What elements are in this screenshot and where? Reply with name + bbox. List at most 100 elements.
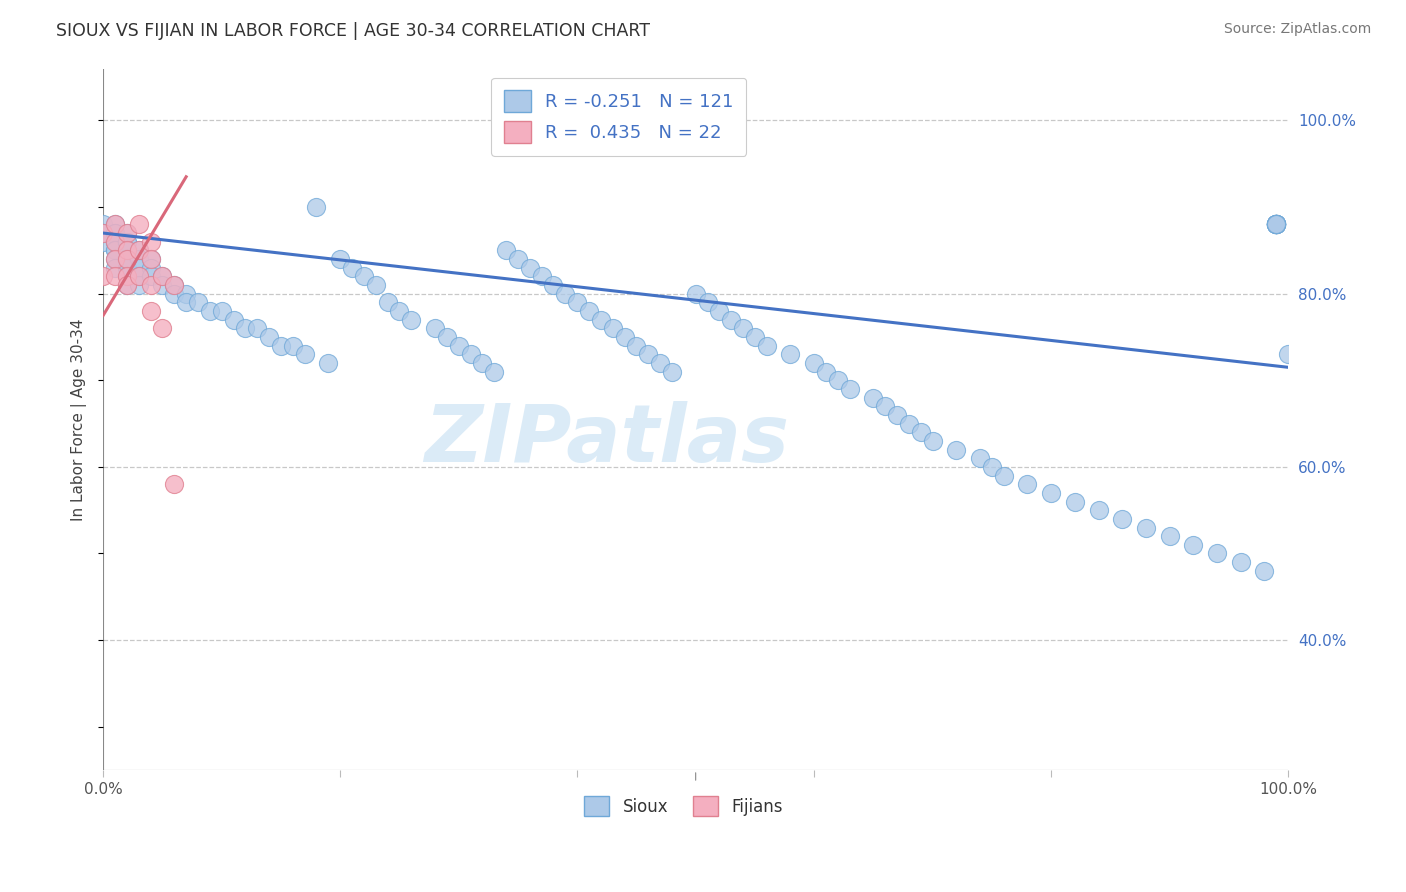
Point bbox=[814, 365, 837, 379]
Point bbox=[1159, 529, 1181, 543]
Point bbox=[104, 226, 127, 240]
Point bbox=[329, 252, 352, 266]
Point bbox=[174, 295, 197, 310]
Point bbox=[128, 244, 150, 258]
Point bbox=[1265, 218, 1288, 232]
Point bbox=[115, 252, 138, 266]
Point bbox=[115, 226, 138, 240]
Point bbox=[115, 252, 138, 266]
Point bbox=[139, 260, 162, 275]
Point bbox=[115, 269, 138, 284]
Point bbox=[115, 244, 138, 258]
Point bbox=[115, 252, 138, 266]
Point bbox=[1265, 218, 1288, 232]
Point bbox=[1087, 503, 1109, 517]
Point bbox=[187, 295, 209, 310]
Point bbox=[1265, 218, 1288, 232]
Point bbox=[91, 226, 114, 240]
Point bbox=[104, 260, 127, 275]
Point bbox=[1182, 538, 1205, 552]
Point bbox=[980, 459, 1002, 474]
Point bbox=[910, 425, 932, 440]
Point bbox=[661, 365, 683, 379]
Point bbox=[838, 382, 860, 396]
Point bbox=[139, 278, 162, 293]
Point bbox=[602, 321, 624, 335]
Point bbox=[91, 235, 114, 249]
Point bbox=[128, 252, 150, 266]
Point bbox=[174, 286, 197, 301]
Point bbox=[211, 304, 233, 318]
Point bbox=[91, 218, 114, 232]
Point bbox=[401, 312, 423, 326]
Point bbox=[139, 252, 162, 266]
Point bbox=[696, 295, 718, 310]
Point bbox=[353, 269, 375, 284]
Point bbox=[104, 269, 127, 284]
Point bbox=[104, 244, 127, 258]
Point bbox=[104, 252, 127, 266]
Point bbox=[519, 260, 541, 275]
Point bbox=[1265, 218, 1288, 232]
Point bbox=[827, 373, 849, 387]
Point bbox=[128, 269, 150, 284]
Point bbox=[1265, 218, 1288, 232]
Point bbox=[626, 338, 648, 352]
Point bbox=[340, 260, 363, 275]
Point bbox=[104, 235, 127, 249]
Point bbox=[543, 278, 565, 293]
Point bbox=[139, 269, 162, 284]
Point bbox=[495, 244, 517, 258]
Point bbox=[875, 399, 897, 413]
Point bbox=[921, 434, 943, 448]
Point bbox=[163, 286, 186, 301]
Point bbox=[318, 356, 340, 370]
Point bbox=[1111, 512, 1133, 526]
Point bbox=[589, 312, 612, 326]
Point bbox=[637, 347, 659, 361]
Point bbox=[115, 278, 138, 293]
Point bbox=[685, 286, 707, 301]
Point bbox=[613, 330, 636, 344]
Point bbox=[1017, 477, 1039, 491]
Point bbox=[115, 226, 138, 240]
Point bbox=[1265, 218, 1288, 232]
Point bbox=[115, 278, 138, 293]
Point bbox=[1265, 218, 1288, 232]
Point bbox=[163, 278, 186, 293]
Point bbox=[530, 269, 553, 284]
Legend: Sioux, Fijians: Sioux, Fijians bbox=[576, 788, 792, 825]
Point bbox=[447, 338, 470, 352]
Text: SIOUX VS FIJIAN IN LABOR FORCE | AGE 30-34 CORRELATION CHART: SIOUX VS FIJIAN IN LABOR FORCE | AGE 30-… bbox=[56, 22, 650, 40]
Point bbox=[554, 286, 576, 301]
Point bbox=[128, 218, 150, 232]
Point bbox=[1040, 486, 1063, 500]
Point bbox=[377, 295, 399, 310]
Point bbox=[139, 235, 162, 249]
Point bbox=[993, 468, 1015, 483]
Point bbox=[803, 356, 825, 370]
Point bbox=[128, 278, 150, 293]
Text: Source: ZipAtlas.com: Source: ZipAtlas.com bbox=[1223, 22, 1371, 37]
Point bbox=[305, 200, 328, 214]
Point bbox=[506, 252, 529, 266]
Point bbox=[139, 304, 162, 318]
Point bbox=[139, 252, 162, 266]
Point bbox=[152, 321, 174, 335]
Point bbox=[1265, 218, 1288, 232]
Point bbox=[1265, 218, 1288, 232]
Point bbox=[104, 244, 127, 258]
Point bbox=[115, 235, 138, 249]
Point bbox=[91, 226, 114, 240]
Point bbox=[115, 244, 138, 258]
Point bbox=[650, 356, 672, 370]
Point bbox=[198, 304, 221, 318]
Point bbox=[152, 278, 174, 293]
Point bbox=[270, 338, 292, 352]
Point bbox=[104, 252, 127, 266]
Point bbox=[1265, 218, 1288, 232]
Point bbox=[91, 269, 114, 284]
Point bbox=[1253, 564, 1275, 578]
Point bbox=[1135, 520, 1157, 534]
Point bbox=[484, 365, 506, 379]
